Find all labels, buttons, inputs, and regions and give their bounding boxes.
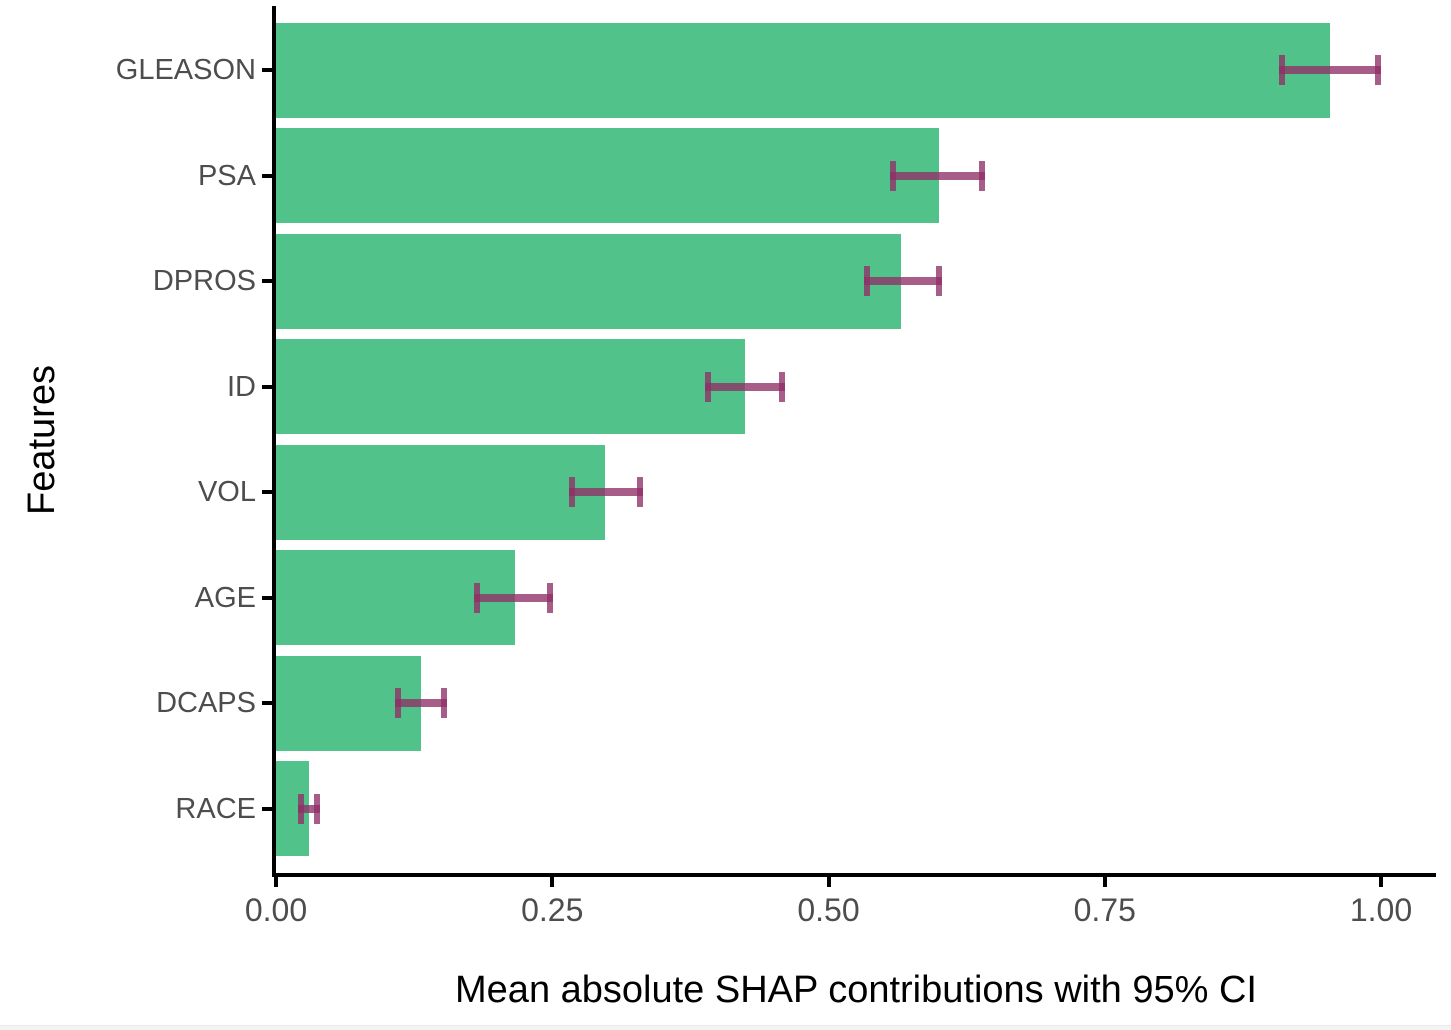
error-bar-line [704,382,786,391]
y-axis-label-gleason: GLEASON [115,54,256,86]
error-bar-cap [1374,55,1381,85]
y-axis-label-psa: PSA [197,159,256,192]
error-bar-vol [568,477,643,507]
bar-vol [276,444,606,540]
y-axis-label-race: RACE [175,792,256,825]
y-axis-tick [262,173,274,178]
x-axis-title: Mean absolute SHAP contributions with 95… [455,969,1257,1011]
error-bar-cap [547,582,554,613]
x-axis-label-1.00: 1.00 [1349,892,1413,928]
plot-panel [276,6,1436,873]
error-bar-cap [779,371,786,402]
y-axis-tick [262,279,274,283]
y-axis-tick [262,806,274,811]
error-bar-cap [395,688,402,718]
y-axis-tick [262,595,274,600]
y-axis-tick [262,68,274,72]
error-bar-line [1279,66,1381,74]
x-axis-tick [1102,877,1107,887]
y-axis-label-dpros: DPROS [152,265,256,297]
bar-id [276,339,745,434]
error-bar-line [298,804,321,813]
error-bar-line [568,488,643,496]
error-bar-cap [890,160,897,191]
y-axis-tick [262,490,274,494]
error-bar-id [704,371,786,402]
y-axis-label-vol: VOL [197,476,256,508]
bar-gleason [276,22,1331,118]
error-bar-cap [979,160,986,191]
error-bar-gleason [1279,55,1381,85]
x-axis-label-0.00: 0.00 [244,892,308,928]
y-axis-tick [262,384,274,389]
error-bar-dcaps [395,688,448,718]
y-axis-label-id: ID [227,370,256,403]
error-bar-line [473,593,554,602]
x-axis-tick [550,877,555,887]
error-bar-dpros [863,266,943,296]
bar-dpros [276,233,902,329]
y-axis-title: Features [21,365,63,515]
error-bar-cap [441,688,448,718]
error-bar-cap [863,266,870,296]
error-bar-line [863,277,943,285]
y-axis-label-age: AGE [194,581,256,614]
error-bar-cap [568,477,575,507]
x-axis-label-0.50: 0.50 [797,892,860,928]
error-bar-cap [1279,55,1286,85]
bar-psa [276,128,939,223]
error-bar-line [890,171,986,180]
x-axis-tick [274,877,278,887]
y-axis-label-dcaps: DCAPS [156,687,256,719]
x-axis-label-0.25: 0.25 [521,892,584,928]
x-axis-label-0.75: 0.75 [1073,892,1136,928]
error-bar-cap [314,793,321,824]
error-bar-cap [636,477,643,507]
error-bar-age [473,582,554,613]
bottom-edge-strip [0,1025,1451,1030]
error-bar-race [298,793,321,824]
x-axis-tick [1379,877,1383,887]
x-axis-tick [826,877,831,887]
error-bar-line [395,699,448,707]
x-axis-line [272,873,1436,877]
error-bar-cap [298,793,305,824]
error-bar-cap [704,371,711,402]
y-axis-tick [262,701,274,705]
error-bar-cap [473,582,480,613]
error-bar-psa [890,160,986,191]
y-axis-line [272,6,276,877]
error-bar-cap [936,266,943,296]
